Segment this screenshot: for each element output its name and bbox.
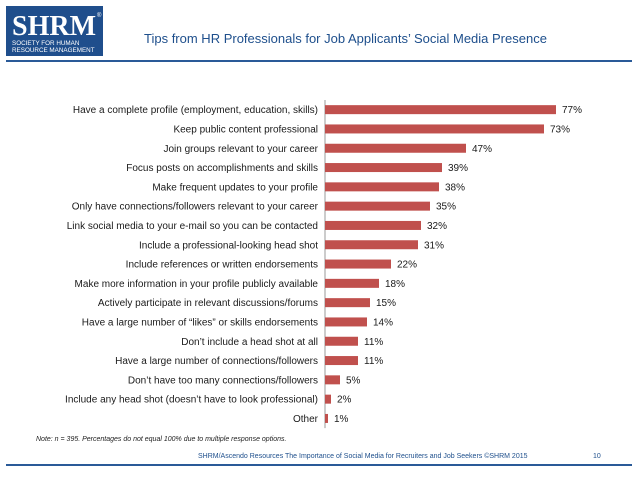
bar (325, 375, 340, 385)
category-label: Have a large number of “likes” or skills… (82, 317, 318, 328)
bar (325, 394, 331, 404)
data-label: 39% (448, 163, 468, 174)
bar (325, 298, 370, 308)
data-label: 2% (337, 395, 352, 406)
category-label: Have a large number of connections/follo… (115, 356, 318, 367)
data-label: 73% (550, 124, 570, 135)
category-label: Other (293, 414, 319, 425)
page-number: 10 (593, 453, 601, 460)
footer-divider (6, 464, 632, 466)
logo-line2: RESOURCE MANAGEMENT (12, 47, 95, 54)
data-label: 77% (562, 105, 582, 116)
bar (325, 143, 466, 153)
bar-chart: Have a complete profile (employment, edu… (65, 100, 582, 429)
logo-registered: ® (97, 12, 102, 19)
data-label: 15% (376, 298, 396, 309)
bar (325, 336, 358, 346)
category-label: Join groups relevant to your career (163, 144, 318, 155)
data-label: 11% (364, 337, 383, 348)
bar (325, 105, 556, 115)
shrm-logo: SHRM ® SOCIETY FOR HUMAN RESOURCE MANAGE… (6, 6, 134, 58)
category-label: Only have connections/followers relevant… (72, 202, 319, 213)
data-label: 14% (373, 317, 393, 328)
bar (325, 182, 439, 192)
bar (325, 240, 418, 250)
data-label: 1% (334, 414, 349, 425)
data-label: 11% (364, 356, 383, 367)
category-label: Include a professional-looking head shot (139, 240, 318, 251)
category-label: Focus posts on accomplishments and skill… (126, 163, 318, 174)
data-label: 35% (436, 202, 456, 213)
data-label: 18% (385, 279, 405, 290)
category-label: Make frequent updates to your profile (152, 182, 318, 193)
bar (325, 356, 358, 366)
bar (325, 259, 391, 269)
logo-line1: SOCIETY FOR HUMAN (12, 40, 80, 47)
category-label: Keep public content professional (173, 124, 318, 135)
logo-letters: SHRM (12, 11, 96, 42)
data-label: 22% (397, 260, 417, 271)
category-label: Don’t include a head shot at all (181, 337, 318, 348)
header-divider (6, 60, 632, 62)
bar (325, 124, 544, 134)
bar (325, 201, 430, 211)
category-label: Include any head shot (doesn’t have to l… (65, 395, 318, 406)
category-label: Actively participate in relevant discuss… (98, 298, 318, 309)
category-label: Don’t have too many connections/follower… (128, 375, 318, 386)
bar (325, 317, 367, 327)
category-label: Include references or written endorsemen… (126, 260, 318, 271)
data-label: 47% (472, 144, 492, 155)
footer-source: SHRM/Ascendo Resources The Importance of… (198, 453, 528, 460)
logo-background (6, 6, 103, 56)
bar (325, 220, 421, 230)
data-label: 5% (346, 375, 361, 386)
data-label: 38% (445, 182, 465, 193)
bar (325, 163, 442, 173)
category-label: Link social media to your e-mail so you … (67, 221, 318, 232)
page-title: Tips from HR Professionals for Job Appli… (144, 31, 547, 46)
bar (325, 278, 379, 288)
chart-note: Note: n = 395. Percentages do not equal … (36, 436, 287, 443)
category-label: Have a complete profile (employment, edu… (73, 105, 318, 116)
category-label: Make more information in your profile pu… (75, 279, 319, 290)
data-label: 32% (427, 221, 447, 232)
bar (325, 413, 328, 423)
data-label: 31% (424, 240, 444, 251)
